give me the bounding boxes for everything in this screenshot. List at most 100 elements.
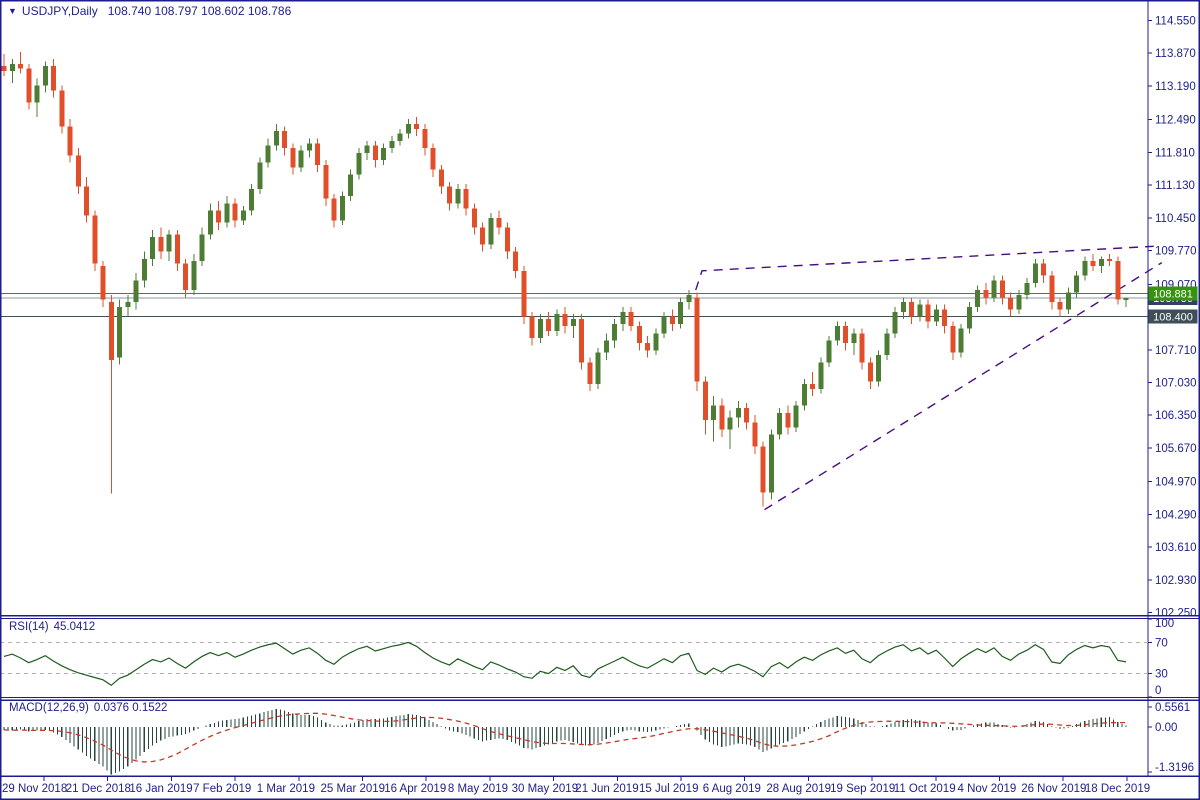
macd-name: MACD(12,26,9) [9, 702, 89, 714]
price-tick-label: 110.450 [1155, 213, 1196, 225]
macd-tick-label: 0.00 [1155, 722, 1177, 734]
candle-body [521, 270, 527, 317]
date-label: 30 May 2019 [512, 783, 578, 795]
candle-body [232, 203, 238, 221]
candle-body [1074, 275, 1079, 293]
candle-body [694, 297, 700, 382]
candle-body [867, 362, 873, 382]
date-label: 15 Jul 2019 [639, 783, 698, 795]
rsi-tick-label: 100 [1155, 618, 1174, 630]
candle-body [117, 306, 122, 358]
candle-body [645, 343, 650, 351]
macd-values: 0.0376 0.1522 [93, 702, 168, 714]
price-tick-label: 109.770 [1155, 246, 1197, 258]
candle-body [909, 302, 914, 317]
date-label: 4 Nov 2019 [958, 783, 1017, 795]
rsi-indicator-label: RSI(14) 45.0412 [9, 621, 95, 633]
candle-body [950, 326, 956, 353]
resistance-level-price-box-label: 108.881 [1153, 288, 1193, 300]
date-label: 29 Nov 2018 [2, 783, 67, 795]
candle-body [150, 237, 155, 259]
candle-body [348, 174, 353, 197]
candle-body [1057, 302, 1063, 310]
symbol-dropdown-icon: ▼ [8, 6, 17, 16]
candle-body [579, 318, 584, 363]
candle-body [488, 217, 494, 245]
candle-body [1, 66, 7, 72]
candle-body [991, 280, 997, 298]
candle-body [207, 210, 213, 235]
candle-body [42, 66, 48, 86]
date-label: 1 Mar 2019 [257, 783, 315, 795]
candle-body [471, 208, 477, 228]
candle-body [199, 234, 205, 262]
candle-body [249, 188, 254, 211]
candle-body [26, 68, 32, 103]
candle-body [661, 316, 667, 334]
candle-body [554, 314, 560, 332]
rsi-tick-label: 0 [1155, 685, 1161, 697]
candle-body [669, 316, 675, 324]
date-label: 16 Apr 2019 [384, 783, 446, 795]
price-tick-label: 107.030 [1155, 378, 1197, 390]
rsi-tick-label: 30 [1155, 669, 1168, 681]
price-tick-label: 102.250 [1155, 608, 1197, 620]
candle-body [282, 131, 287, 149]
candle-body [381, 148, 386, 161]
candle-body [455, 188, 461, 204]
candle-body [513, 251, 518, 271]
candle-body [496, 217, 502, 228]
price-tick-label: 111.130 [1155, 180, 1195, 192]
date-label: 16 Jan 2019 [129, 783, 192, 795]
candle-body [356, 152, 362, 175]
candle-body [414, 124, 419, 129]
candle-body [331, 198, 337, 221]
price-tick-label: 114.550 [1155, 16, 1196, 28]
candle-body [166, 234, 172, 252]
candle-body [570, 318, 576, 327]
candle-body [818, 362, 824, 389]
candle-body [595, 352, 601, 384]
candle-body [504, 227, 510, 252]
candle-body [1065, 292, 1071, 310]
price-tick-label: 105.670 [1155, 443, 1197, 455]
candle-body [480, 227, 485, 245]
price-tick-label: 112.490 [1155, 115, 1196, 127]
candle-body [339, 196, 345, 221]
candle-body [925, 304, 931, 322]
candle-body [191, 261, 197, 291]
candle-body [966, 306, 972, 329]
candle-body [372, 145, 378, 161]
candle-body [793, 405, 799, 428]
candle-body [768, 434, 774, 493]
candle-body [851, 333, 857, 344]
candle-body [686, 294, 692, 303]
candle-body [884, 333, 890, 356]
price-tick-label: 102.930 [1155, 575, 1197, 587]
candle-body [158, 237, 164, 252]
candle-body [224, 203, 230, 223]
candle-body [125, 302, 131, 307]
candle-body [397, 133, 403, 141]
support-level-price-box-label: 108.400 [1153, 312, 1193, 324]
candle-body [290, 148, 296, 168]
candle-body [265, 145, 271, 163]
candle-body [843, 326, 848, 344]
candle-body [735, 408, 741, 418]
candle-body [719, 405, 725, 430]
candle-body [1049, 275, 1055, 303]
date-label: 21 Jun 2019 [575, 783, 638, 795]
candle-body [100, 266, 106, 300]
candle-body [587, 362, 593, 384]
candle-body [678, 302, 683, 324]
candle-body [529, 316, 535, 339]
candle-body [18, 63, 23, 69]
rsi-name: RSI(14) [9, 621, 49, 633]
price-tick-label: 106.350 [1155, 410, 1197, 422]
candle-body [463, 188, 469, 209]
price-tick-label: 113.870 [1155, 48, 1196, 60]
price-tick-label: 104.290 [1155, 509, 1197, 521]
candle-body [1115, 261, 1121, 300]
